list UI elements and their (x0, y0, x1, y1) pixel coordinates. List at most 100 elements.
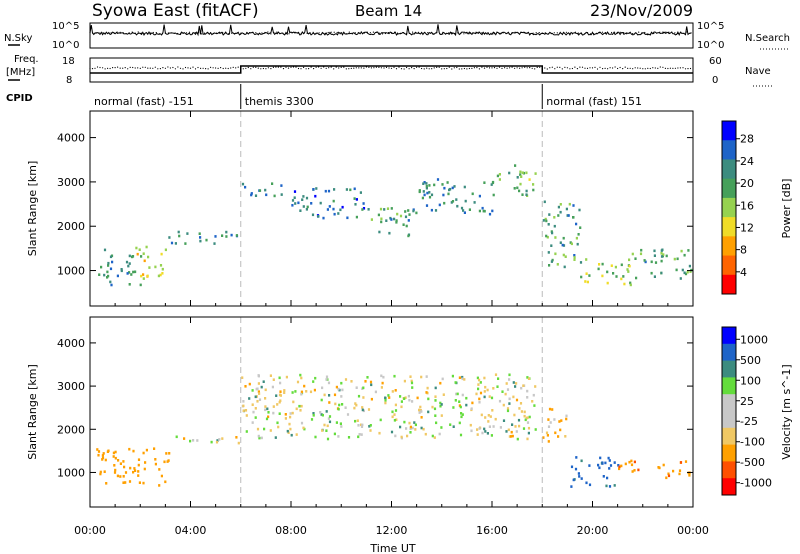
nave-point (421, 67, 423, 70)
echo-cell (114, 468, 117, 472)
echo-cell (137, 463, 140, 467)
echo-cell (521, 193, 524, 196)
echo-cell (458, 376, 461, 379)
echo-cell (339, 422, 342, 425)
echo-cell (546, 235, 549, 239)
echo-cell (615, 275, 618, 278)
nsearch-point (354, 32, 356, 34)
nsearch-point (122, 32, 124, 34)
echo-cell (266, 407, 269, 411)
echo-cell (258, 189, 262, 192)
echo-cell (614, 265, 617, 269)
echo-cell (629, 283, 632, 287)
echo-cell (534, 385, 537, 388)
echo-cell (506, 407, 510, 410)
nave-point (486, 66, 488, 68)
nave-point (308, 68, 310, 70)
nave-point (217, 67, 219, 69)
echo-cell (653, 275, 656, 278)
echo-cell (319, 411, 322, 414)
nsearch-point (644, 31, 646, 34)
echo-cell (479, 391, 483, 395)
echo-cell (367, 208, 370, 211)
nsearch-point (421, 31, 423, 34)
echo-cell (218, 438, 221, 441)
echo-cell (521, 171, 524, 174)
echo-cell (128, 271, 131, 274)
nave-point (501, 67, 503, 69)
echo-cell (630, 463, 634, 467)
nave-point (639, 67, 641, 69)
echo-cell (550, 244, 553, 247)
nave-point (559, 66, 561, 68)
y-axis-label: Slant Range [km] (26, 364, 39, 460)
echo-cell (391, 390, 394, 393)
echo-cell (569, 241, 572, 244)
nave-point (418, 66, 420, 68)
echo-cell (508, 435, 511, 438)
nave-point (192, 66, 194, 68)
echo-cell (684, 272, 688, 276)
nsearch-point (92, 32, 94, 34)
echo-cell (403, 420, 406, 424)
echo-cell (662, 253, 665, 256)
echo-cell (576, 242, 579, 246)
velocity-panel: 1000 2000 3000 4000 Slant Range [km] (26, 316, 694, 508)
nsearch-point (324, 32, 326, 34)
echo-cell (420, 410, 423, 413)
echo-cell (272, 405, 275, 408)
nave-point (677, 67, 679, 69)
echo-cell (407, 209, 410, 212)
echo-cell (216, 439, 219, 442)
echo-cell (455, 198, 458, 201)
nave-point (498, 66, 501, 68)
echo-cell (114, 456, 117, 460)
nsearch-point (110, 32, 112, 34)
echo-cell (564, 435, 567, 438)
nave-point (493, 67, 496, 69)
echo-cell (626, 268, 629, 271)
echo-cell (416, 396, 419, 400)
echo-cell (323, 393, 326, 397)
nsearch-point (680, 31, 682, 33)
echo-cell (393, 374, 396, 378)
echo-cell (178, 234, 181, 238)
echo-cell (511, 423, 514, 426)
echo-cell (487, 414, 490, 417)
echo-cell (527, 377, 531, 380)
echo-cell (683, 253, 686, 257)
nave-point (453, 67, 455, 69)
echo-cell (355, 215, 358, 219)
echo-cell (242, 400, 245, 403)
echo-cell (483, 181, 486, 184)
echo-cell (390, 430, 394, 434)
colorbar-swatch (722, 411, 736, 429)
nave-point (416, 66, 418, 68)
echo-cell (353, 187, 356, 191)
echo-cell (312, 188, 315, 191)
echo-cell (420, 416, 423, 419)
nsearch-point (270, 33, 272, 35)
y-tick-label: 1000 (57, 466, 85, 479)
nsearch-point (191, 33, 194, 35)
echo-cell (386, 207, 390, 210)
echo-cell (440, 414, 443, 417)
echo-cell (617, 464, 620, 467)
nsearch-point (568, 33, 571, 35)
echo-cell (213, 242, 216, 245)
echo-cell (145, 448, 148, 452)
echo-cell (411, 400, 414, 403)
echo-cell (350, 380, 353, 383)
echo-cell (322, 216, 325, 220)
echo-cell (294, 390, 297, 393)
echo-cell (144, 461, 147, 464)
echo-cell (510, 435, 513, 438)
echo-cell (383, 208, 386, 211)
nsearch-point (101, 32, 103, 34)
echo-cell (332, 207, 335, 211)
echo-cell (189, 439, 192, 443)
nsearch-point (194, 32, 197, 34)
echo-cell (456, 204, 459, 208)
echo-cell (210, 440, 213, 444)
nave-point (571, 67, 574, 70)
